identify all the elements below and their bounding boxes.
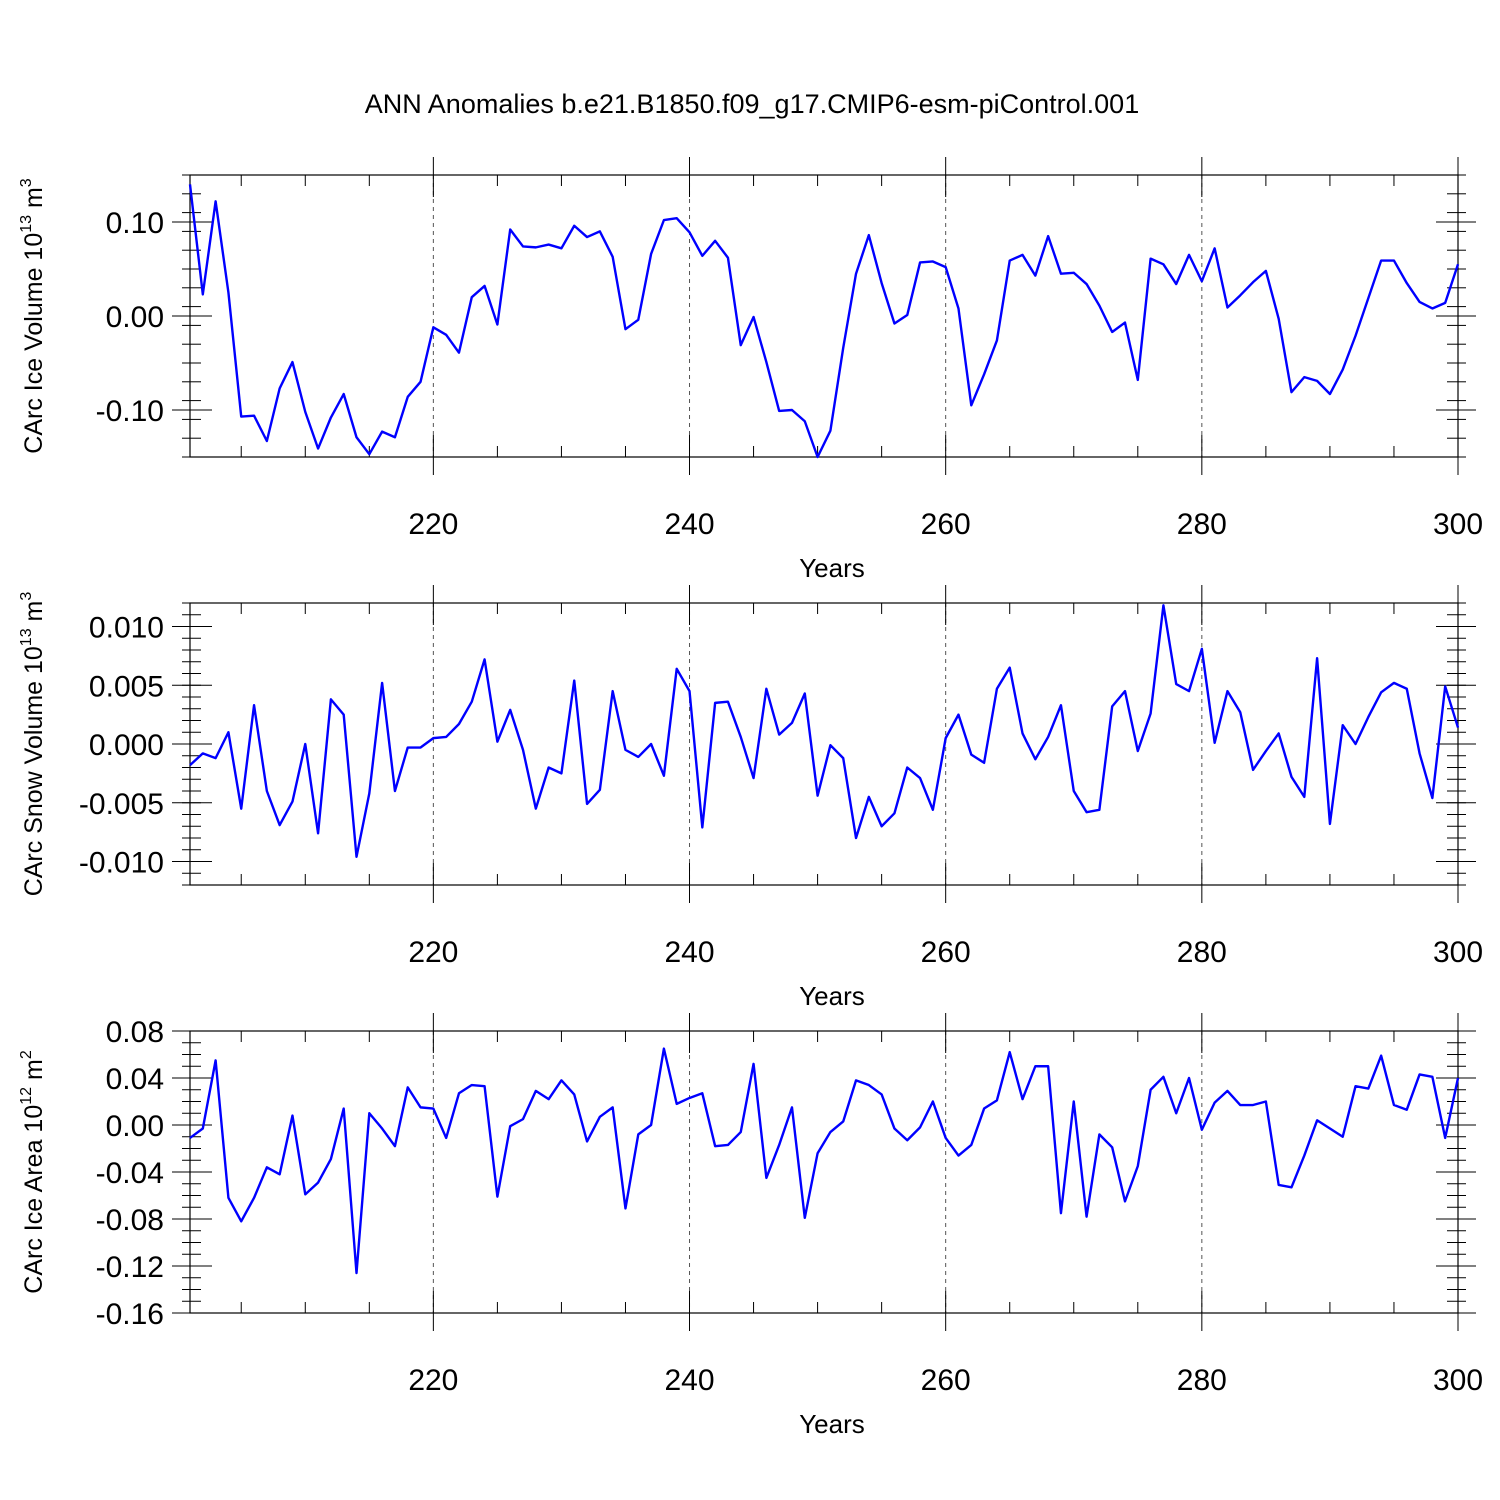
y-tick-label: -0.12 bbox=[96, 1251, 164, 1284]
y-tick-label: 0.005 bbox=[89, 670, 164, 703]
series-line bbox=[189, 604, 1460, 858]
y-tick-label: 0.00 bbox=[106, 1110, 164, 1143]
x-axis-label: Years bbox=[799, 553, 865, 583]
y-tick-label: -0.04 bbox=[96, 1157, 164, 1190]
x-tick-label: 220 bbox=[408, 1364, 458, 1397]
y-tick-label: 0.00 bbox=[106, 301, 164, 334]
y-tick-label: -0.08 bbox=[96, 1204, 164, 1237]
panel-ice-volume: 220 240 260 280 300 Years -0.10 0.00 0.10 CArc Ic… bbox=[18, 157, 1483, 583]
panel-snow-volume: 220 240 260 280 300 Years -0.010 -0.005 0.000 0.0… bbox=[18, 585, 1483, 1011]
y-tick-label: -0.005 bbox=[79, 788, 164, 821]
series-line bbox=[189, 1047, 1460, 1275]
y-tick-label: -0.010 bbox=[79, 847, 164, 880]
y-tick-label: 0.000 bbox=[89, 729, 164, 762]
y-axis-label: CArc Ice Volume 1013 m3 bbox=[18, 178, 48, 454]
y-tick-label: 0.010 bbox=[89, 612, 164, 645]
y-axis-label: CArc Ice Area 1012 m2 bbox=[18, 1050, 48, 1294]
chart-title: ANN Anomalies b.e21.B1850.f09_g17.CMIP6-… bbox=[365, 89, 1139, 119]
x-tick-label: 280 bbox=[1177, 936, 1227, 969]
x-tick-label: 240 bbox=[664, 936, 714, 969]
x-axis-label: Years bbox=[799, 1409, 865, 1439]
x-tick-label: 260 bbox=[921, 508, 971, 541]
x-tick-label: 260 bbox=[921, 1364, 971, 1397]
y-tick-label: -0.10 bbox=[96, 395, 164, 428]
plot-frame bbox=[189, 602, 1459, 886]
y-tick-label: -0.16 bbox=[96, 1298, 164, 1331]
x-tick-label: 220 bbox=[408, 936, 458, 969]
y-axis-label: CArc Snow Volume 1013 m3 bbox=[18, 592, 48, 897]
x-tick-label: 240 bbox=[664, 1364, 714, 1397]
x-tick-label: 300 bbox=[1433, 1364, 1483, 1397]
x-tick-label: 220 bbox=[408, 508, 458, 541]
series-line bbox=[188, 184, 1460, 459]
x-tick-label: 300 bbox=[1433, 508, 1483, 541]
x-axis-label: Years bbox=[799, 981, 865, 1011]
x-tick-label: 240 bbox=[664, 508, 714, 541]
y-tick-label: 0.04 bbox=[106, 1063, 164, 1096]
panel-ice-area: 220 240 260 280 300 Years -0.16 -0.12 -0.08 -0.04… bbox=[18, 1013, 1483, 1439]
x-tick-label: 280 bbox=[1177, 508, 1227, 541]
x-tick-label: 300 bbox=[1433, 936, 1483, 969]
plot-frame bbox=[189, 174, 1459, 458]
x-tick-label: 280 bbox=[1177, 1364, 1227, 1397]
plot-frame bbox=[189, 1030, 1459, 1314]
x-tick-label: 260 bbox=[921, 936, 971, 969]
y-tick-label: 0.10 bbox=[106, 207, 164, 240]
y-tick-label: 0.08 bbox=[106, 1016, 164, 1049]
